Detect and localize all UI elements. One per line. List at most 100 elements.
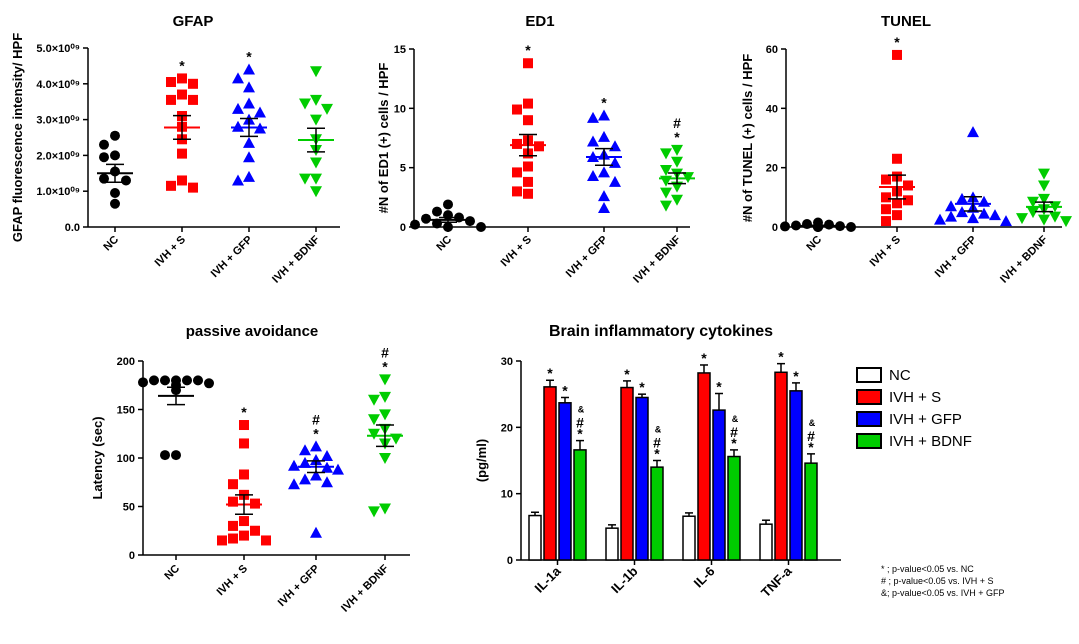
y-tick-label: 60 bbox=[766, 44, 778, 56]
data-point bbox=[299, 473, 311, 485]
data-point bbox=[228, 479, 238, 490]
legend-label: NC bbox=[889, 367, 911, 384]
x-tick-label: NC bbox=[162, 563, 182, 583]
data-point bbox=[193, 375, 203, 386]
data-point bbox=[881, 174, 891, 185]
y-tick-label: 0 bbox=[129, 550, 135, 562]
bar-group-il-6: ***#& bbox=[682, 350, 741, 561]
legend-swatch bbox=[856, 433, 882, 449]
data-point bbox=[476, 222, 486, 232]
y-tick-label: 20 bbox=[501, 422, 513, 434]
y-axis-label: GFAP fluorescence intensity/ HPF bbox=[10, 33, 25, 242]
y-tick-label: 40 bbox=[766, 103, 778, 115]
data-point bbox=[1038, 180, 1050, 192]
significance-mark: & bbox=[809, 418, 816, 428]
chart-title: TUNEL bbox=[881, 13, 931, 30]
chart-title: passive avoidance bbox=[186, 323, 319, 340]
data-point bbox=[609, 140, 621, 152]
significance-mark: * bbox=[793, 368, 799, 384]
significance-mark: * bbox=[731, 435, 737, 451]
data-point bbox=[443, 222, 453, 232]
data-point bbox=[368, 428, 380, 440]
bar bbox=[712, 409, 726, 561]
data-point bbox=[166, 180, 176, 191]
data-point bbox=[598, 190, 610, 202]
data-point bbox=[660, 165, 672, 177]
bar bbox=[605, 527, 619, 561]
data-point bbox=[1060, 216, 1072, 228]
data-point bbox=[934, 213, 946, 225]
data-point bbox=[379, 503, 391, 515]
data-point bbox=[310, 526, 322, 538]
bar bbox=[759, 523, 773, 561]
significance-mark: * bbox=[808, 439, 814, 455]
x-tick-label: IVH + GFP bbox=[276, 563, 322, 609]
y-tick-label: 4.0×10⁰⁹ bbox=[36, 79, 80, 91]
significance-mark: * bbox=[654, 446, 660, 462]
y-tick-label: 30 bbox=[501, 356, 513, 368]
data-point bbox=[609, 156, 621, 168]
data-point bbox=[780, 221, 790, 232]
y-tick-label: 100 bbox=[117, 453, 135, 465]
data-point bbox=[299, 456, 311, 468]
group-ivh-bdnf bbox=[1016, 168, 1072, 228]
data-point bbox=[310, 440, 322, 452]
data-point bbox=[310, 453, 322, 465]
significance-mark: * bbox=[246, 48, 252, 64]
data-point bbox=[239, 438, 249, 449]
chart-passive: passive avoidance Latency (sec) 0 50 100 150 2… bbox=[90, 323, 410, 615]
data-point bbox=[288, 459, 300, 471]
data-point bbox=[587, 135, 599, 147]
data-point bbox=[967, 126, 979, 138]
data-point bbox=[138, 377, 148, 388]
group-ivh-bdnf: *# bbox=[659, 115, 695, 212]
data-point bbox=[465, 216, 475, 227]
data-point bbox=[881, 192, 891, 203]
data-point bbox=[243, 151, 255, 163]
data-point bbox=[110, 150, 120, 161]
x-tick-label: IVH + S bbox=[499, 234, 535, 270]
significance-mark: * bbox=[525, 42, 531, 58]
data-point bbox=[160, 375, 170, 386]
bar-group-tnf-a: ***#& bbox=[759, 349, 818, 561]
footnote: # ; p-value<0.05 vs. IVH + S bbox=[881, 576, 994, 586]
group-nc bbox=[138, 375, 214, 461]
legend-label: IVH + S bbox=[889, 389, 941, 406]
data-point bbox=[835, 221, 845, 232]
data-point bbox=[299, 173, 311, 185]
data-point bbox=[228, 520, 238, 531]
data-point bbox=[243, 170, 255, 182]
data-point bbox=[232, 72, 244, 84]
significance-mark: & bbox=[732, 414, 739, 424]
footnotes: * ; p-value<0.05 vs. NC # ; p-value<0.05 … bbox=[881, 564, 1005, 598]
y-tick-label: 0 bbox=[772, 222, 778, 234]
significance-mark: # bbox=[653, 435, 661, 451]
data-point bbox=[239, 516, 249, 527]
group-nc bbox=[410, 199, 486, 232]
significance-mark: * bbox=[601, 94, 607, 110]
data-point bbox=[881, 204, 891, 215]
data-point bbox=[379, 453, 391, 464]
data-point bbox=[368, 394, 380, 406]
significance-mark: * bbox=[313, 425, 319, 441]
y-tick-label: 150 bbox=[117, 405, 135, 417]
data-point bbox=[660, 200, 672, 212]
data-point bbox=[802, 219, 812, 230]
chart-ed1: ED1 #N of ED1 (+) cells / HPF 0 5 10 15 NC IVH … bbox=[376, 13, 695, 286]
chart-cytokines: Brain inflammatory cytokines (pg/ml) 0 10 20… bbox=[474, 323, 1005, 600]
y-tick-label: 50 bbox=[123, 502, 135, 514]
data-point bbox=[310, 469, 322, 481]
bar bbox=[573, 449, 587, 561]
significance-mark: # bbox=[807, 428, 815, 444]
significance-mark: & bbox=[578, 405, 585, 415]
x-tick-label: IVH + S bbox=[153, 234, 189, 270]
footnote: * ; p-value<0.05 vs. NC bbox=[881, 564, 974, 574]
significance-mark: * bbox=[894, 34, 900, 50]
bar bbox=[804, 462, 818, 561]
data-point bbox=[321, 103, 333, 115]
x-tick-label: IVH + GFP bbox=[209, 234, 255, 280]
bar bbox=[697, 372, 711, 561]
bar bbox=[528, 514, 542, 561]
x-tick-label: IVH + S bbox=[868, 234, 904, 270]
legend-label: IVH + BDNF bbox=[889, 433, 972, 450]
